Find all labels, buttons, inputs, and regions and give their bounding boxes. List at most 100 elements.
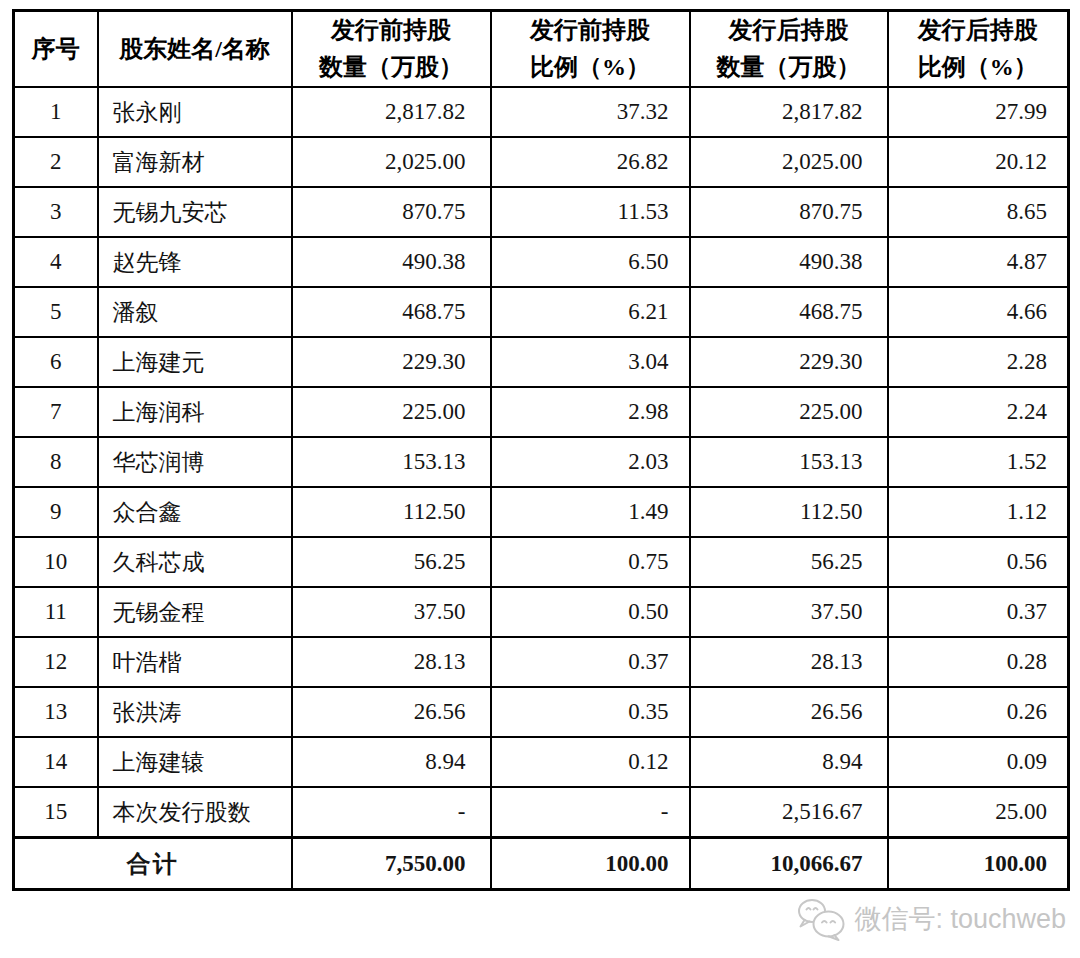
cell-pre-qty: 225.00 xyxy=(292,387,491,437)
cell-pre-pct: 0.50 xyxy=(491,587,690,637)
header-row: 序号股东姓名/名称发行前持股 数量（万股）发行前持股 比例（%）发行后持股 数量… xyxy=(14,11,1069,88)
cell-name: 众合鑫 xyxy=(98,487,292,537)
cell-post-pct: 100.00 xyxy=(888,838,1069,890)
cell-serial: 15 xyxy=(14,787,98,838)
cell-name: 赵先锋 xyxy=(98,237,292,287)
cell-pre-qty: 56.25 xyxy=(292,537,491,587)
cell-pre-qty: 28.13 xyxy=(292,637,491,687)
table-row: 2富海新材2,025.0026.822,025.0020.12 xyxy=(14,137,1069,187)
cell-serial: 2 xyxy=(14,137,98,187)
cell-pre-pct: 3.04 xyxy=(491,337,690,387)
cell-serial: 7 xyxy=(14,387,98,437)
cell-pre-qty: 229.30 xyxy=(292,337,491,387)
cell-post-qty: 2,516.67 xyxy=(690,787,888,838)
table-body: 1张永刚2,817.8237.322,817.8227.992富海新材2,025… xyxy=(14,87,1069,890)
cell-post-pct: 0.09 xyxy=(888,737,1069,787)
column-header: 发行后持股 数量（万股） xyxy=(690,11,888,88)
total-row: 合计7,550.00100.0010,066.67100.00 xyxy=(14,838,1069,890)
cell-pre-qty: 468.75 xyxy=(292,287,491,337)
cell-post-pct: 4.66 xyxy=(888,287,1069,337)
cell-pre-qty: 2,817.82 xyxy=(292,87,491,137)
table-row: 11无锡金程37.500.5037.500.37 xyxy=(14,587,1069,637)
cell-post-qty: 153.13 xyxy=(690,437,888,487)
cell-name: 上海建元 xyxy=(98,337,292,387)
cell-name: 上海润科 xyxy=(98,387,292,437)
cell-post-qty: 490.38 xyxy=(690,237,888,287)
cell-post-qty: 229.30 xyxy=(690,337,888,387)
cell-name: 张永刚 xyxy=(98,87,292,137)
page: 序号股东姓名/名称发行前持股 数量（万股）发行前持股 比例（%）发行后持股 数量… xyxy=(0,0,1080,958)
cell-serial: 11 xyxy=(14,587,98,637)
table-row: 6上海建元229.303.04229.302.28 xyxy=(14,337,1069,387)
table-row: 7上海润科225.002.98225.002.24 xyxy=(14,387,1069,437)
cell-serial: 1 xyxy=(14,87,98,137)
cell-pre-pct: 2.98 xyxy=(491,387,690,437)
cell-pre-qty: 26.56 xyxy=(292,687,491,737)
cell-serial: 4 xyxy=(14,237,98,287)
table-row: 14上海建辕8.940.128.940.09 xyxy=(14,737,1069,787)
cell-pre-qty: 490.38 xyxy=(292,237,491,287)
watermark-footer: 微信号: touchweb xyxy=(795,896,1066,942)
cell-serial: 14 xyxy=(14,737,98,787)
cell-serial: 6 xyxy=(14,337,98,387)
cell-name: 潘叙 xyxy=(98,287,292,337)
cell-post-pct: 1.52 xyxy=(888,437,1069,487)
cell-name: 张洪涛 xyxy=(98,687,292,737)
total-label: 合计 xyxy=(14,838,292,890)
cell-name: 无锡九安芯 xyxy=(98,187,292,237)
cell-serial: 13 xyxy=(14,687,98,737)
column-header: 股东姓名/名称 xyxy=(98,11,292,88)
cell-pre-pct: 11.53 xyxy=(491,187,690,237)
table-row: 1张永刚2,817.8237.322,817.8227.99 xyxy=(14,87,1069,137)
cell-name: 叶浩楷 xyxy=(98,637,292,687)
table-row: 10久科芯成56.250.7556.250.56 xyxy=(14,537,1069,587)
table-row: 15本次发行股数--2,516.6725.00 xyxy=(14,787,1069,838)
cell-pre-pct: 6.50 xyxy=(491,237,690,287)
cell-pre-pct: 6.21 xyxy=(491,287,690,337)
cell-post-pct: 0.56 xyxy=(888,537,1069,587)
cell-pre-qty: 112.50 xyxy=(292,487,491,537)
cell-post-qty: 28.13 xyxy=(690,637,888,687)
cell-pre-pct: 1.49 xyxy=(491,487,690,537)
table-row: 8华芯润博153.132.03153.131.52 xyxy=(14,437,1069,487)
column-header: 序号 xyxy=(14,11,98,88)
cell-name: 久科芯成 xyxy=(98,537,292,587)
cell-name: 华芯润博 xyxy=(98,437,292,487)
cell-post-qty: 37.50 xyxy=(690,587,888,637)
cell-pre-pct: 0.35 xyxy=(491,687,690,737)
cell-pre-qty: 7,550.00 xyxy=(292,838,491,890)
cell-post-qty: 870.75 xyxy=(690,187,888,237)
cell-post-pct: 4.87 xyxy=(888,237,1069,287)
cell-post-qty: 8.94 xyxy=(690,737,888,787)
cell-post-qty: 56.25 xyxy=(690,537,888,587)
cell-post-qty: 468.75 xyxy=(690,287,888,337)
column-header: 发行前持股 比例（%） xyxy=(491,11,690,88)
cell-post-pct: 2.24 xyxy=(888,387,1069,437)
cell-pre-qty: - xyxy=(292,787,491,838)
wechat-label: 微信号: touchweb xyxy=(854,901,1066,937)
cell-serial: 10 xyxy=(14,537,98,587)
cell-serial: 3 xyxy=(14,187,98,237)
cell-serial: 12 xyxy=(14,637,98,687)
table-row: 12叶浩楷28.130.3728.130.28 xyxy=(14,637,1069,687)
cell-pre-qty: 37.50 xyxy=(292,587,491,637)
cell-pre-pct: - xyxy=(491,787,690,838)
cell-post-pct: 0.37 xyxy=(888,587,1069,637)
cell-serial: 5 xyxy=(14,287,98,337)
cell-serial: 8 xyxy=(14,437,98,487)
table-row: 13张洪涛26.560.3526.560.26 xyxy=(14,687,1069,737)
cell-post-qty: 2,817.82 xyxy=(690,87,888,137)
cell-pre-pct: 26.82 xyxy=(491,137,690,187)
cell-post-pct: 1.12 xyxy=(888,487,1069,537)
cell-post-qty: 225.00 xyxy=(690,387,888,437)
cell-serial: 9 xyxy=(14,487,98,537)
table-row: 4赵先锋490.386.50490.384.87 xyxy=(14,237,1069,287)
cell-post-pct: 27.99 xyxy=(888,87,1069,137)
wechat-icon xyxy=(795,897,847,941)
cell-name: 无锡金程 xyxy=(98,587,292,637)
table-row: 5潘叙468.756.21468.754.66 xyxy=(14,287,1069,337)
cell-post-qty: 2,025.00 xyxy=(690,137,888,187)
column-header: 发行前持股 数量（万股） xyxy=(292,11,491,88)
table-row: 9众合鑫112.501.49112.501.12 xyxy=(14,487,1069,537)
cell-post-pct: 25.00 xyxy=(888,787,1069,838)
